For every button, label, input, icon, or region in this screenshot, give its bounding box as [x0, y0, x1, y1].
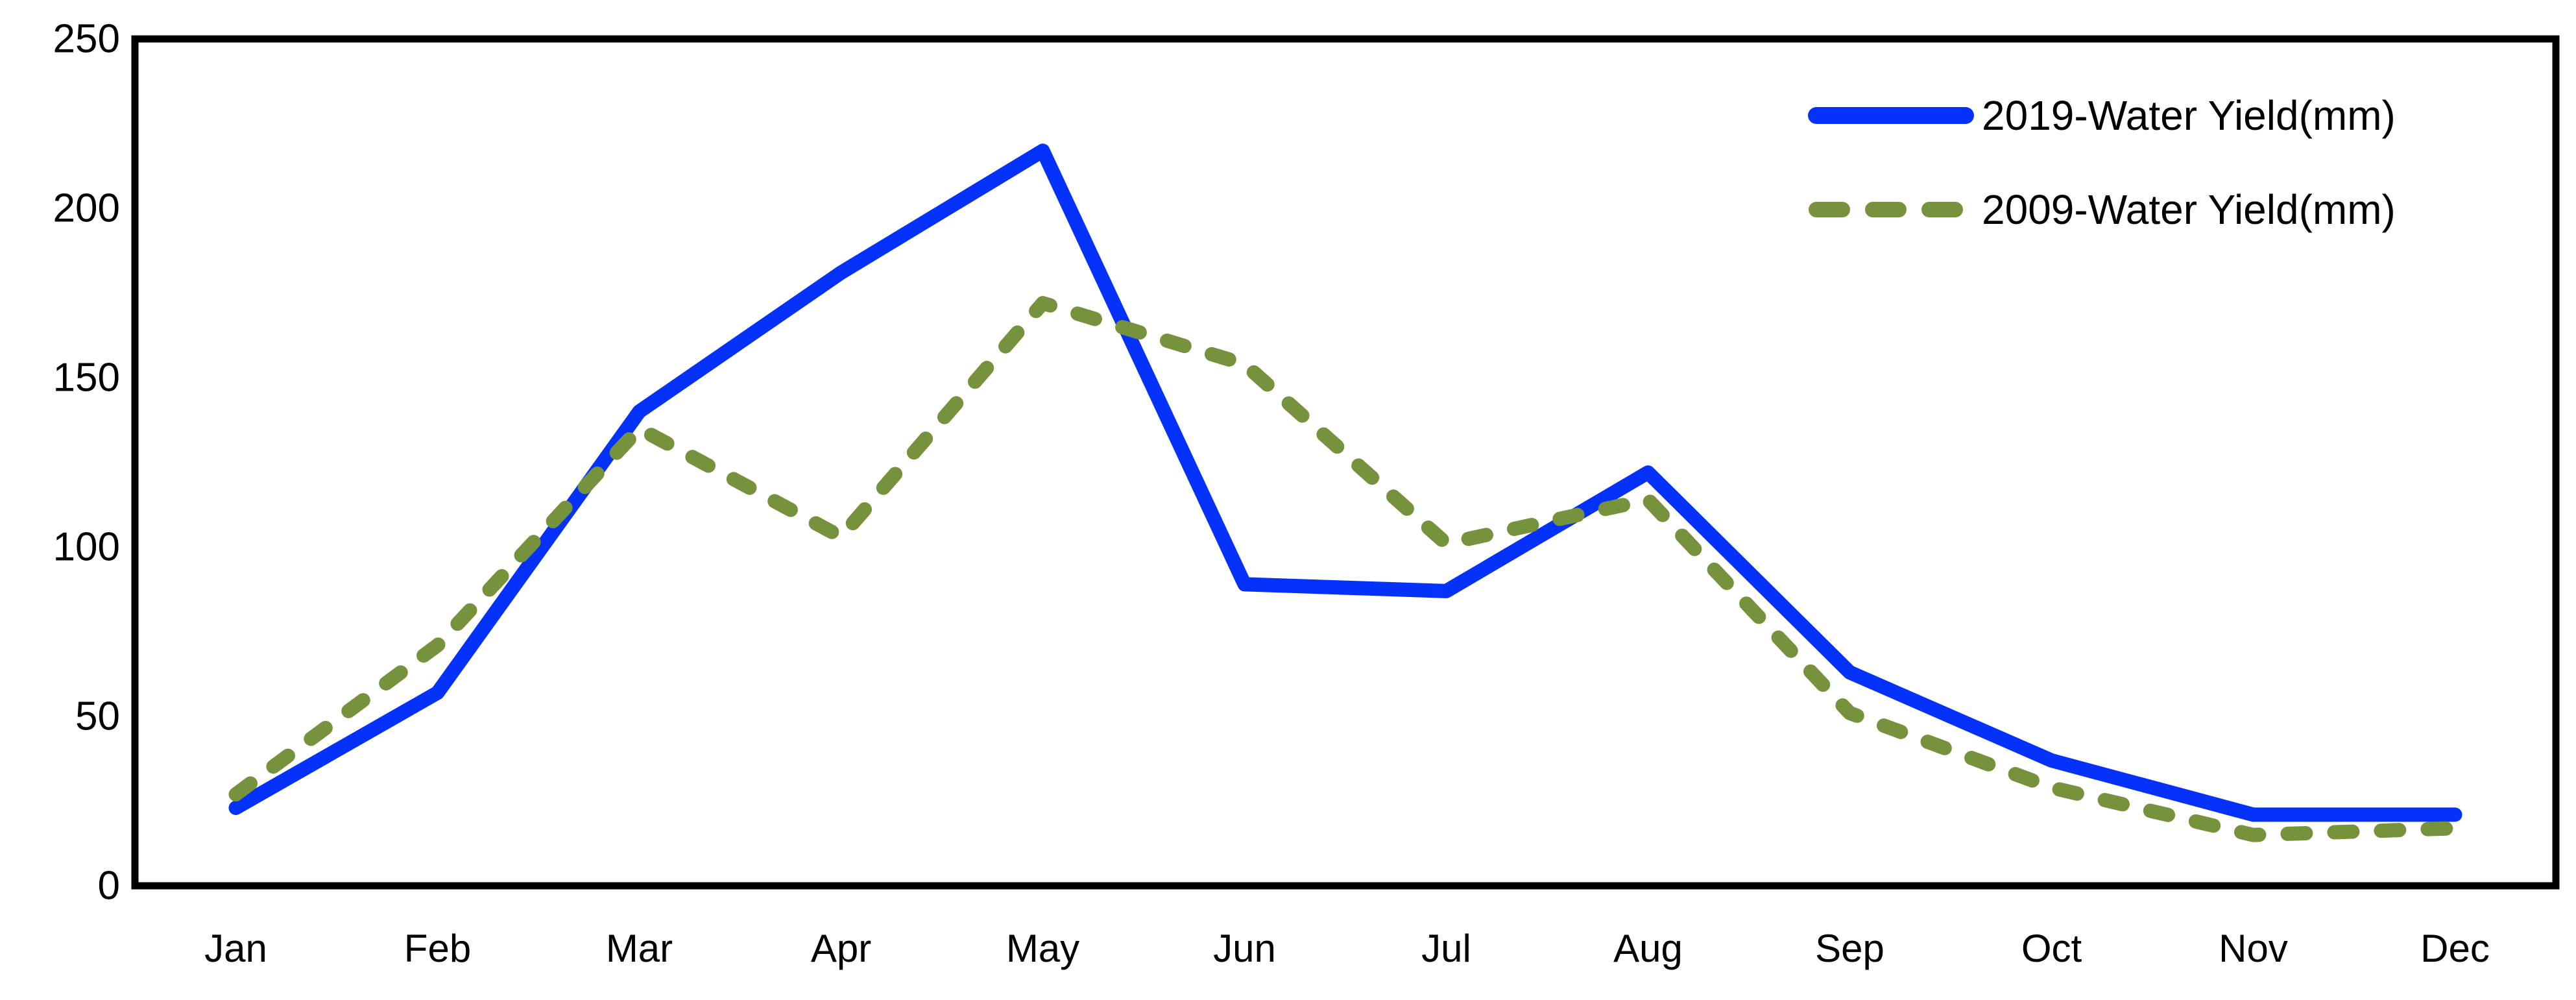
- x-axis-tick-label: Oct: [2021, 927, 2082, 970]
- y-axis-tick-label: 200: [53, 186, 120, 231]
- x-axis-tick-label: Mar: [606, 927, 673, 970]
- y-axis-tick-label: 250: [53, 17, 120, 62]
- legend-item-2009: 2009-Water Yield(mm): [1809, 186, 2396, 233]
- x-axis-tick-label: Aug: [1613, 927, 1683, 970]
- x-axis-tick-label: Jul: [1421, 927, 1471, 970]
- y-axis-tick-label: 50: [75, 694, 120, 739]
- x-axis-tick-label: Jun: [1213, 927, 1276, 970]
- legend-item-2019: 2019-Water Yield(mm): [1808, 92, 2396, 139]
- y-axis-tick-label: 150: [53, 356, 120, 400]
- x-axis-tick-label: May: [1006, 927, 1079, 970]
- series-line-2009: [228, 296, 2462, 842]
- y-axis-tick-label: 0: [98, 864, 120, 909]
- x-axis-tick-label: Feb: [404, 927, 471, 970]
- plot-area-border: [131, 35, 2560, 890]
- x-axis-tick-label: Sep: [1815, 927, 1884, 970]
- y-axis-tick-label: 100: [53, 525, 120, 570]
- legend-label: 2019-Water Yield(mm): [1982, 92, 2396, 139]
- x-axis-tick-label: Nov: [2219, 927, 2288, 970]
- legend-label: 2009-Water Yield(mm): [1982, 186, 2396, 233]
- x-axis-tick-label: Apr: [811, 927, 871, 970]
- x-axis-tick-label: Dec: [2420, 927, 2490, 970]
- series-line-2019: [228, 143, 2462, 822]
- x-axis-tick-label: Jan: [204, 927, 267, 970]
